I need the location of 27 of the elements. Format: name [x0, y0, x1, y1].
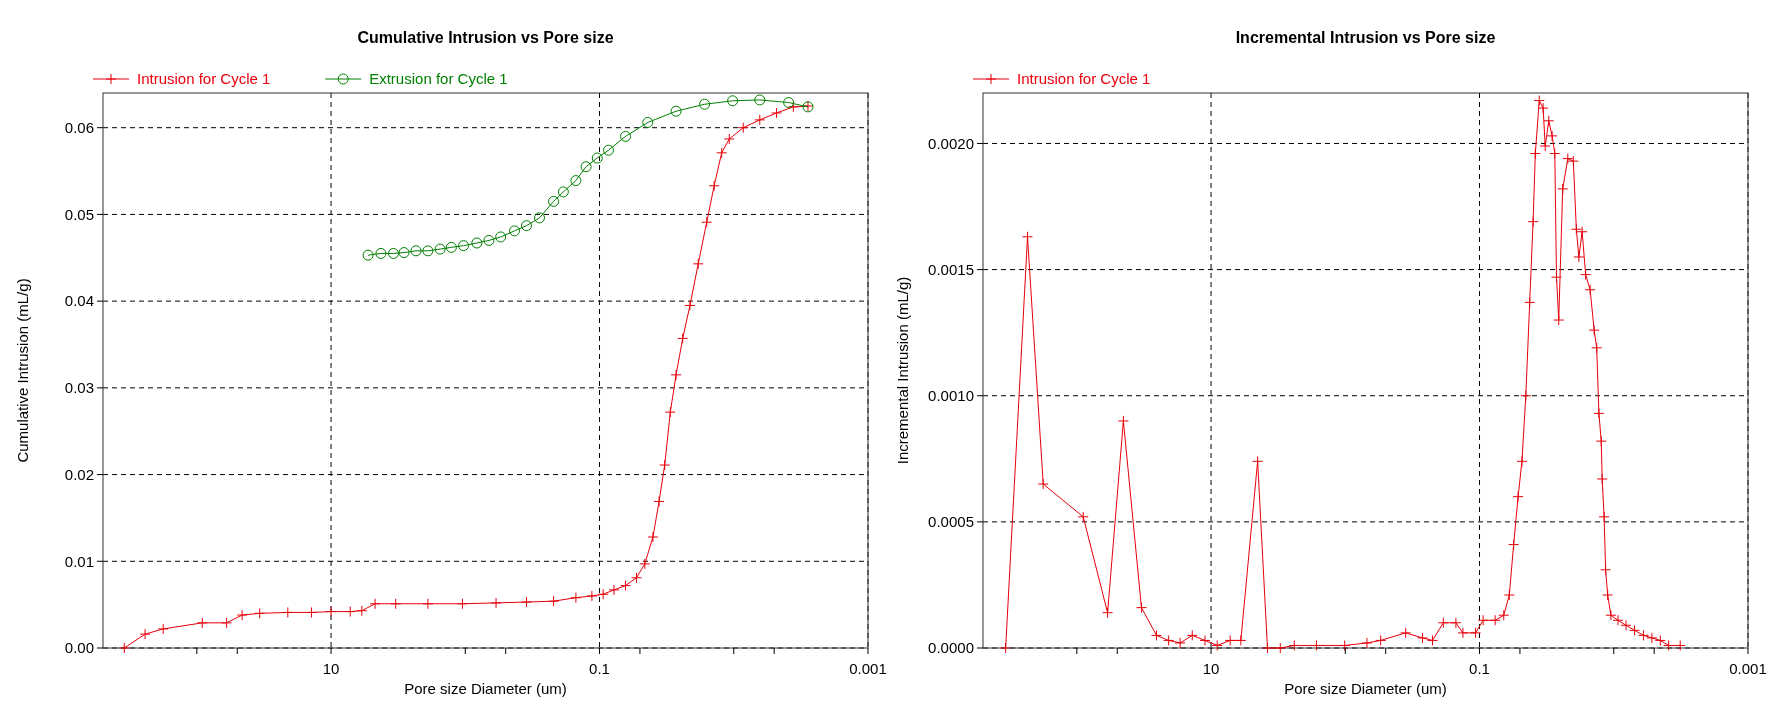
y-tick-label: 0.03 — [64, 379, 94, 397]
y-axis-title: Cumulative Intrusion (mL/g) — [14, 278, 31, 463]
chart-title: Incremental Intrusion vs Pore size — [1235, 29, 1496, 46]
legend-label: Intrusion for Cycle 1 — [137, 70, 271, 88]
y-tick-label: 0.0000 — [928, 639, 974, 657]
y-tick-label: 0.06 — [64, 118, 94, 136]
x-tick-label: 0.1 — [1469, 660, 1490, 677]
y-tick-label: 0.00 — [64, 639, 94, 657]
y-tick-label: 0.05 — [64, 205, 94, 223]
legend-label: Intrusion for Cycle 1 — [1017, 70, 1151, 88]
x-tick-label: 0.1 — [589, 660, 610, 677]
x-axis-title: Pore size Diameter (um) — [1284, 680, 1447, 697]
legend-label: Extrusion for Cycle 1 — [369, 70, 508, 88]
x-tick-label: 0.001 — [1729, 660, 1767, 677]
x-tick-label: 10 — [322, 660, 340, 677]
y-axis-title: Incremental Intrusion (mL/g) — [894, 276, 911, 465]
y-tick-label: 0.04 — [64, 292, 94, 310]
x-axis-title: Pore size Diameter (um) — [404, 680, 567, 697]
y-tick-label: 0.0015 — [928, 260, 974, 278]
y-tick-label: 0.0005 — [928, 513, 974, 531]
y-tick-label: 0.0010 — [928, 386, 974, 404]
x-tick-label: 0.001 — [849, 660, 887, 677]
y-tick-label: 0.01 — [64, 552, 94, 570]
y-tick-label: 0.0020 — [928, 134, 974, 152]
y-tick-label: 0.02 — [64, 465, 94, 483]
chart-title: Cumulative Intrusion vs Pore size — [357, 29, 614, 46]
x-tick-label: 10 — [1202, 660, 1220, 677]
